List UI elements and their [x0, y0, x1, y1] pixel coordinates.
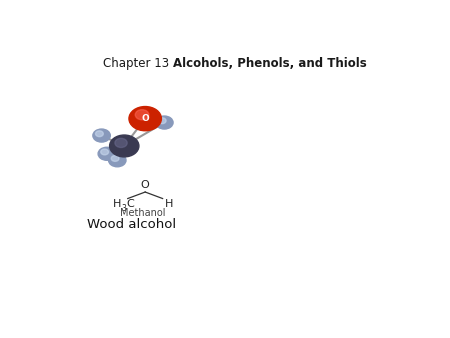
Text: O: O	[141, 114, 149, 123]
Circle shape	[98, 147, 116, 160]
Text: 3: 3	[121, 204, 126, 213]
Text: Alcohols, Phenols, and Thiols: Alcohols, Phenols, and Thiols	[173, 57, 367, 71]
Circle shape	[101, 149, 108, 155]
Text: Methanol: Methanol	[120, 209, 166, 218]
Text: H: H	[112, 199, 121, 209]
Circle shape	[156, 116, 173, 129]
Text: O: O	[141, 180, 149, 190]
Circle shape	[135, 110, 149, 120]
Text: Wood alcohol: Wood alcohol	[87, 218, 176, 231]
Circle shape	[129, 106, 162, 131]
Circle shape	[158, 118, 166, 124]
Circle shape	[111, 155, 119, 161]
Text: Chapter 13: Chapter 13	[104, 57, 173, 71]
Circle shape	[110, 135, 139, 157]
Circle shape	[115, 138, 127, 147]
Circle shape	[93, 129, 110, 142]
Circle shape	[95, 131, 104, 137]
Circle shape	[108, 154, 126, 167]
Text: C: C	[126, 199, 134, 209]
Text: H: H	[165, 199, 173, 209]
